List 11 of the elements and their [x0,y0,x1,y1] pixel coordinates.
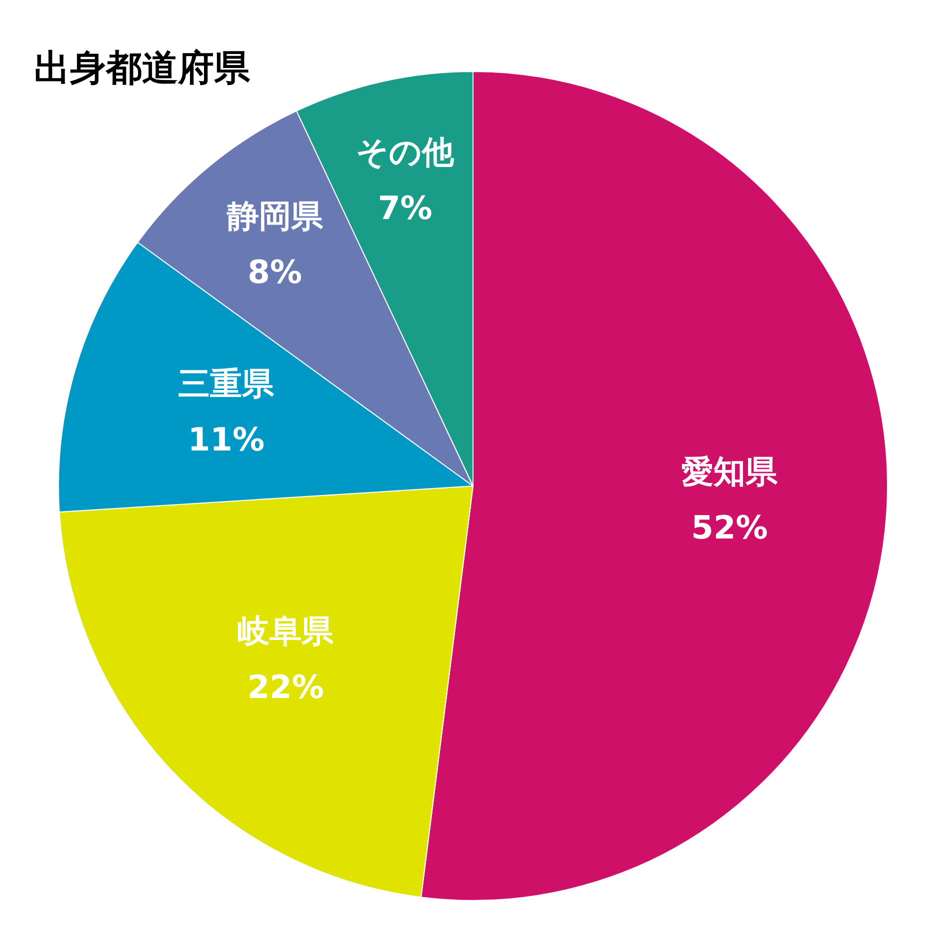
slice-label: 愛知県 [681,452,778,490]
data-label: 7% [378,188,432,227]
chart-title: 出身都道府県 [34,47,250,91]
data-label: 11% [188,420,265,459]
slice-label: その他 [356,132,456,171]
data-label: 8% [248,252,302,291]
slice-label: 岐阜県 [238,612,335,650]
data-label: 22% [247,668,324,706]
data-label: 52% [691,508,768,546]
slice-label: 三重県 [178,364,276,403]
slice-label: 静岡県 [226,196,324,235]
